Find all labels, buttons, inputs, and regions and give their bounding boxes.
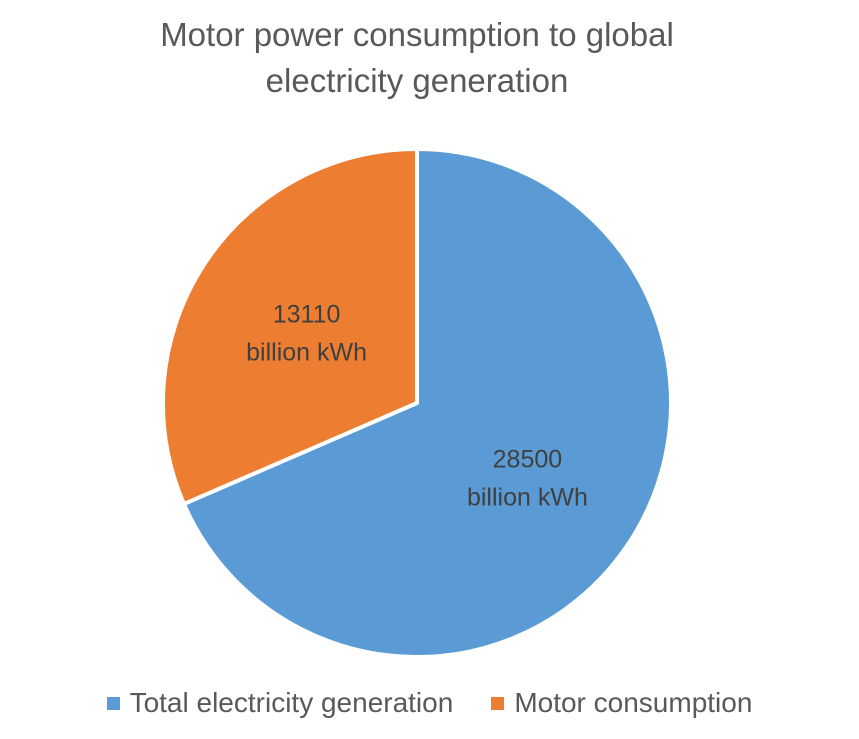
pie-label-value-motor-consumption: 13110 [273, 301, 341, 329]
legend-swatch-motor-consumption [491, 696, 505, 710]
chart-title-line-2: electricity generation [265, 62, 569, 99]
legend-label-motor-consumption: Motor consumption [514, 687, 753, 718]
legend-swatch-total-generation [106, 696, 120, 710]
legend-item-motor-consumption: Motor consumption [491, 687, 752, 719]
pie-label-unit-total-generation: billion kWh [467, 483, 588, 511]
pie-chart: 28500 billion kWh 13110 billion kWh [161, 147, 673, 659]
pie-slice-total-generation [181, 147, 673, 659]
pie-label-value-total-generation: 28500 [493, 445, 563, 473]
chart-title-line-1: Motor power consumption to global [160, 16, 674, 53]
pie-label-total-generation: 28500 billion kWh [467, 445, 588, 511]
legend-item-total-generation: Total electricity generation [106, 687, 454, 719]
pie-label-unit-motor-consumption: billion kWh [246, 339, 367, 367]
chart-title: Motor power consumption to global electr… [0, 12, 834, 104]
legend-label-total-generation: Total electricity generation [129, 687, 454, 718]
pie-slice-motor-consumption [161, 147, 419, 506]
pie-label-motor-consumption: 13110 billion kWh [246, 301, 367, 367]
legend: Total electricity generation Motor consu… [0, 683, 859, 723]
